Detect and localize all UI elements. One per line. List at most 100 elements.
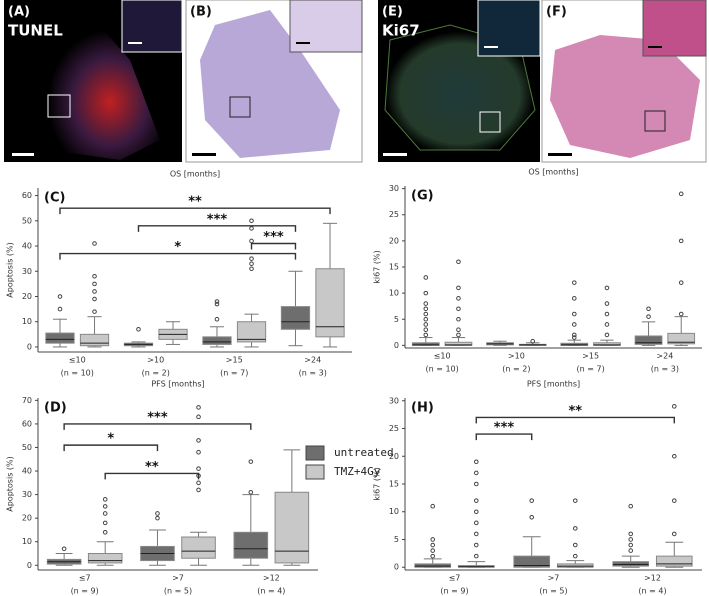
outlier bbox=[678, 191, 684, 197]
outlier bbox=[423, 327, 429, 333]
outlier bbox=[571, 296, 577, 301]
outlier bbox=[473, 542, 479, 548]
outlier bbox=[423, 306, 429, 312]
panel-a: (A) TUNEL bbox=[4, 0, 183, 162]
outlier bbox=[628, 537, 634, 542]
x-tick-label: >10 bbox=[508, 352, 525, 361]
box bbox=[202, 336, 232, 345]
significance-bracket bbox=[59, 207, 331, 215]
outlier bbox=[473, 553, 479, 559]
outlier bbox=[249, 256, 254, 261]
y-tick-label: 40 bbox=[22, 467, 32, 476]
outlier bbox=[530, 338, 536, 344]
legend-label: TMZ+4Gy bbox=[334, 465, 381, 478]
y-tick-label: 10 bbox=[389, 507, 399, 516]
x-tick-label: ≤10 bbox=[434, 352, 451, 361]
significance-bracket bbox=[475, 433, 533, 441]
panel-label: (A) bbox=[8, 5, 30, 20]
box bbox=[444, 341, 473, 346]
significance-bracket bbox=[250, 242, 297, 250]
x-tick-label: >12 bbox=[644, 574, 661, 583]
outlier bbox=[102, 504, 108, 509]
outlier bbox=[571, 280, 577, 285]
box bbox=[560, 342, 589, 346]
box bbox=[634, 335, 663, 345]
box bbox=[315, 268, 345, 338]
outlier bbox=[671, 453, 677, 459]
n-label: (n = 9) bbox=[71, 587, 99, 596]
outlier bbox=[249, 226, 254, 231]
x-tick-label: ≤10 bbox=[69, 356, 86, 365]
outlier bbox=[604, 322, 610, 327]
outlier bbox=[671, 531, 677, 537]
outlier bbox=[456, 285, 461, 291]
significance-bracket bbox=[63, 444, 159, 452]
y-tick-label: 25 bbox=[389, 424, 399, 433]
outlier bbox=[571, 335, 577, 340]
chart-title: OS [months] bbox=[170, 170, 220, 179]
legend-label: untreated bbox=[334, 446, 394, 459]
y-tick-label: 30 bbox=[22, 490, 32, 499]
box bbox=[280, 306, 311, 330]
outlier bbox=[248, 459, 254, 464]
y-axis-label: Apoptosis (%) bbox=[6, 242, 15, 298]
outlier bbox=[572, 542, 578, 548]
outlier bbox=[423, 332, 429, 338]
y-tick-label: 0 bbox=[394, 563, 399, 572]
outlier bbox=[430, 503, 436, 509]
outlier bbox=[571, 322, 577, 327]
outlier bbox=[196, 449, 201, 455]
y-axis-label: ki67 (%) bbox=[373, 250, 382, 283]
outlier bbox=[423, 290, 429, 296]
outlier bbox=[456, 327, 461, 333]
outlier bbox=[473, 481, 479, 487]
outlier bbox=[671, 498, 677, 503]
outlier bbox=[102, 530, 108, 535]
y-tick-label: 25 bbox=[389, 210, 399, 219]
stain-label: Ki67 bbox=[382, 22, 420, 40]
x-tick-label: >12 bbox=[263, 574, 280, 583]
n-label: (n = 2) bbox=[502, 365, 530, 374]
outlier bbox=[61, 546, 67, 552]
outlier bbox=[423, 311, 429, 317]
significance-bracket bbox=[475, 416, 675, 424]
outlier bbox=[214, 316, 220, 322]
panel-label: (E) bbox=[382, 5, 403, 20]
outlier bbox=[646, 314, 651, 319]
panel-e: (E) Ki67 bbox=[378, 0, 541, 162]
legend: untreated TMZ+4Gy bbox=[305, 445, 394, 480]
n-label: (n = 4) bbox=[638, 587, 666, 596]
outlier bbox=[423, 322, 429, 327]
outlier bbox=[57, 306, 63, 312]
significance-bracket bbox=[137, 225, 297, 232]
outlier bbox=[249, 261, 254, 266]
outlier bbox=[604, 311, 610, 317]
outlier bbox=[571, 332, 577, 338]
x-tick-label: >10 bbox=[147, 356, 164, 365]
outlier bbox=[249, 238, 254, 244]
outlier bbox=[102, 497, 108, 502]
outlier bbox=[628, 548, 634, 553]
n-label: (n = 4) bbox=[257, 587, 285, 596]
legend-swatch bbox=[305, 464, 325, 480]
box bbox=[274, 491, 310, 564]
outlier bbox=[196, 466, 201, 471]
y-tick-label: 60 bbox=[22, 191, 32, 200]
y-tick-label: 70 bbox=[22, 396, 32, 405]
outlier bbox=[196, 487, 201, 493]
box bbox=[45, 332, 75, 344]
y-tick-label: 0 bbox=[27, 561, 32, 570]
outlier bbox=[671, 404, 677, 409]
outlier bbox=[430, 548, 436, 553]
panel-label: (H) bbox=[411, 401, 434, 416]
outlier bbox=[102, 511, 108, 516]
box bbox=[667, 332, 696, 345]
significance-label: ** bbox=[568, 404, 582, 419]
y-tick-label: 50 bbox=[22, 216, 32, 225]
panel-label: (G) bbox=[411, 189, 434, 204]
x-tick-label: >15 bbox=[226, 356, 243, 365]
box bbox=[612, 561, 650, 567]
significance-label: ** bbox=[188, 195, 202, 210]
outlier bbox=[196, 414, 201, 420]
